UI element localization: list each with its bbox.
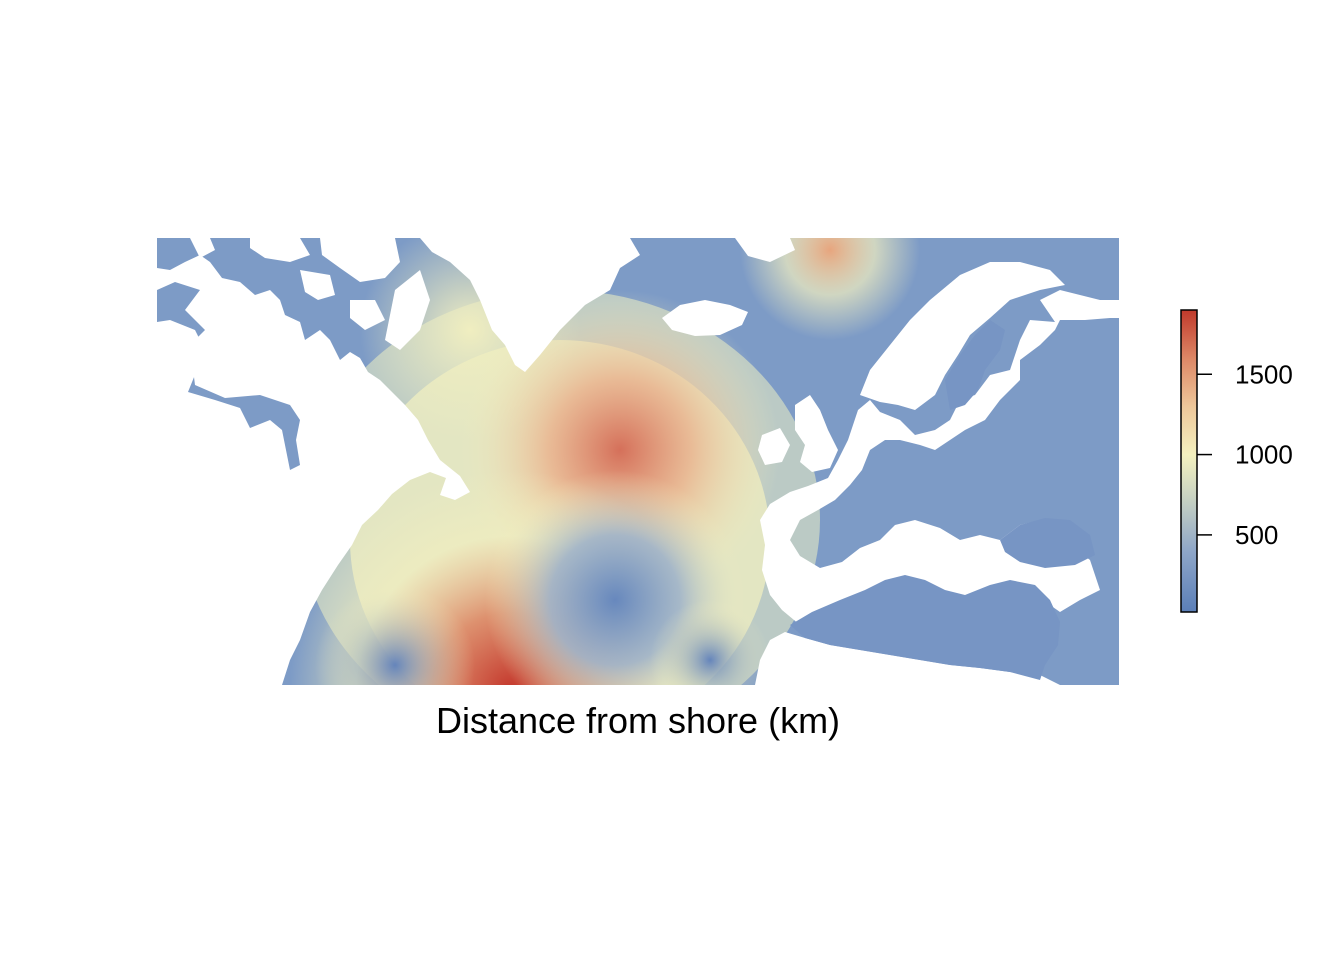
north-america-land bbox=[157, 255, 470, 685]
ocean-layer bbox=[157, 238, 1119, 685]
great-britain bbox=[795, 395, 838, 472]
legend-color-bar bbox=[1180, 309, 1198, 613]
scandinavia bbox=[860, 262, 1065, 410]
inland-seas bbox=[790, 320, 1095, 680]
svalbard bbox=[735, 238, 795, 262]
map-title: Distance from shore (km) bbox=[435, 700, 841, 741]
greenland bbox=[420, 238, 640, 372]
baltic-sea bbox=[945, 320, 1005, 410]
legend-tick-label: 1000 bbox=[1235, 440, 1293, 470]
baffin-island bbox=[385, 270, 430, 350]
ireland bbox=[758, 428, 790, 465]
legend-tick-label: 1500 bbox=[1235, 359, 1293, 389]
legend-ticks: 500 1000 1500 bbox=[1197, 359, 1293, 550]
black-sea bbox=[1000, 518, 1095, 568]
mediterranean-sea bbox=[790, 575, 1060, 680]
iceland bbox=[662, 300, 748, 336]
legend: 500 1000 1500 bbox=[1180, 309, 1293, 613]
arctic-islands bbox=[190, 238, 400, 330]
africa-land bbox=[755, 632, 1060, 685]
legend-tick-label: 500 bbox=[1235, 520, 1278, 550]
